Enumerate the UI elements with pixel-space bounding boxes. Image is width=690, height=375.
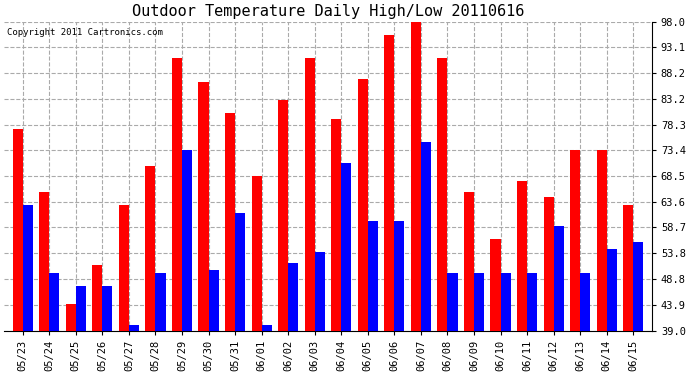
Bar [437,58,447,330]
Bar [464,192,474,330]
Bar [395,220,404,330]
Bar [225,113,235,330]
Bar [580,273,590,330]
Bar [411,22,421,330]
Bar [252,176,262,330]
Bar [199,82,208,330]
Bar [447,273,457,330]
Bar [102,286,112,330]
Bar [235,213,245,330]
Bar [623,205,633,330]
Bar [544,197,553,330]
Bar [491,239,500,330]
Bar [288,262,298,330]
Bar [357,79,368,330]
Bar [155,273,166,330]
Bar [76,286,86,330]
Bar [331,118,342,330]
Bar [304,58,315,330]
Bar [262,326,272,330]
Bar [278,100,288,330]
Bar [500,273,511,330]
Bar [474,273,484,330]
Bar [129,326,139,330]
Title: Outdoor Temperature Daily High/Low 20110616: Outdoor Temperature Daily High/Low 20110… [132,4,524,19]
Bar [315,252,325,330]
Bar [182,150,192,330]
Bar [172,58,182,330]
Bar [570,150,580,330]
Bar [12,129,23,330]
Bar [517,182,527,330]
Bar [633,242,643,330]
Bar [39,192,49,330]
Bar [421,142,431,330]
Bar [49,273,59,330]
Bar [342,163,351,330]
Bar [92,265,102,330]
Bar [368,220,378,330]
Bar [208,270,219,330]
Bar [607,249,617,330]
Bar [553,226,564,330]
Bar [527,273,537,330]
Bar [597,150,607,330]
Bar [23,205,33,330]
Text: Copyright 2011 Cartronics.com: Copyright 2011 Cartronics.com [8,28,164,37]
Bar [119,205,129,330]
Bar [66,304,76,330]
Bar [384,35,395,330]
Bar [146,166,155,330]
